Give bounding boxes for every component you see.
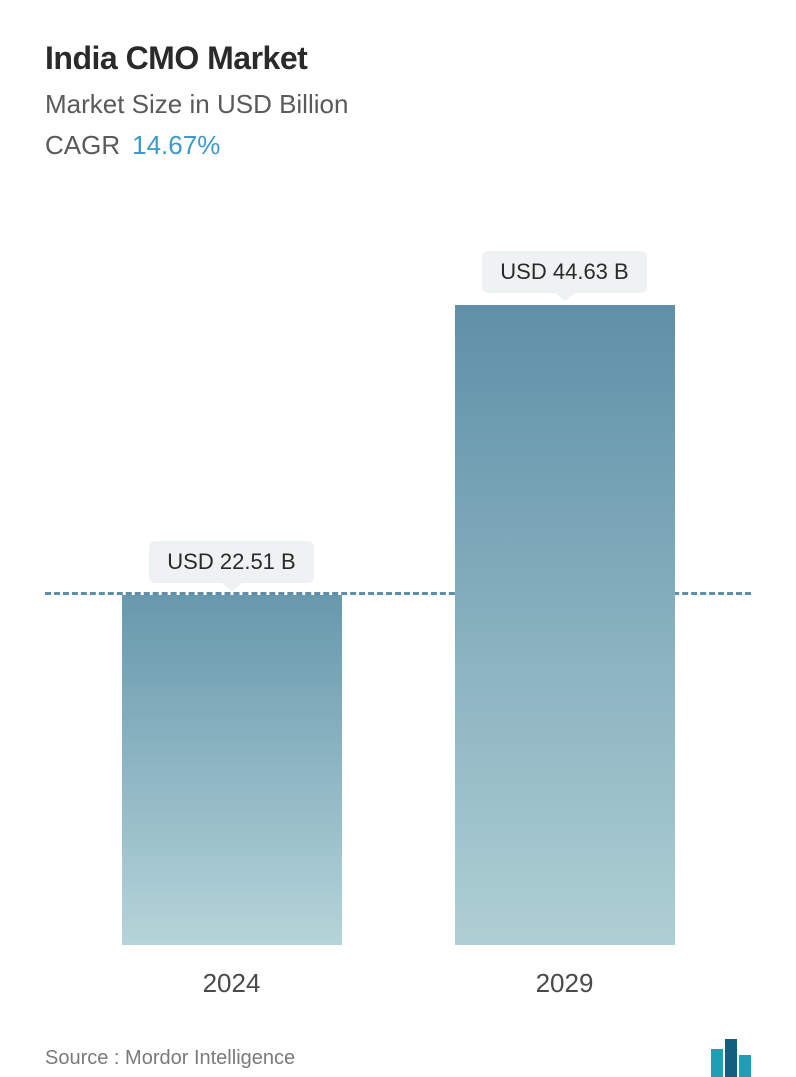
logo-bar <box>725 1039 737 1077</box>
bar-1 <box>455 305 675 945</box>
cagr-row: CAGR 14.67% <box>45 130 751 161</box>
bar-group-0: USD 22.51 B <box>122 541 342 945</box>
bar-group-1: USD 44.63 B <box>455 251 675 945</box>
footer: Source : Mordor Intelligence <box>45 1029 751 1077</box>
chart-area: USD 22.51 B USD 44.63 B <box>45 191 751 945</box>
header: India CMO Market Market Size in USD Bill… <box>45 40 751 161</box>
x-label-1: 2029 <box>455 968 675 999</box>
logo-bar <box>739 1055 751 1077</box>
source-text: Source : Mordor Intelligence <box>45 1047 295 1070</box>
chart-container: India CMO Market Market Size in USD Bill… <box>0 0 796 1034</box>
brand-logo-icon <box>711 1039 751 1077</box>
chart-title: India CMO Market <box>45 40 751 77</box>
chart-subtitle: Market Size in USD Billion <box>45 89 751 120</box>
x-axis-labels: 2024 2029 <box>45 953 751 1029</box>
value-badge-0: USD 22.51 B <box>149 541 313 583</box>
cagr-label: CAGR <box>45 130 120 161</box>
cagr-value: 14.67% <box>132 130 220 161</box>
x-label-0: 2024 <box>122 968 342 999</box>
value-badge-1: USD 44.63 B <box>482 251 646 293</box>
logo-bar <box>711 1049 723 1077</box>
bar-0 <box>122 595 342 945</box>
